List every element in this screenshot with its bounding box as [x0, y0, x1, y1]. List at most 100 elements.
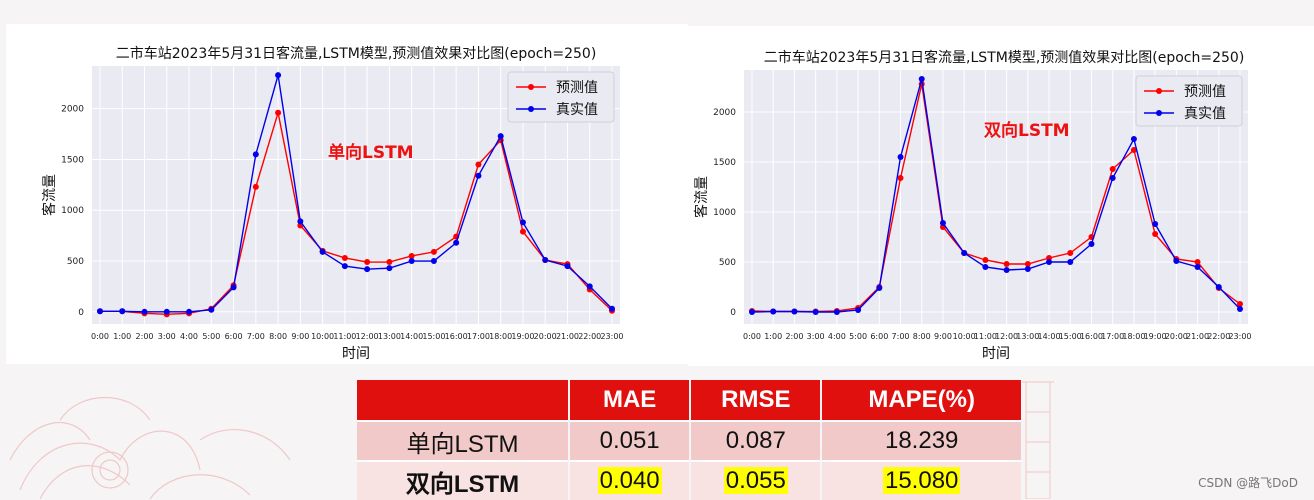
row-mae: 0.040 [597, 467, 662, 494]
legend-label: 预测值 [556, 80, 598, 96]
x-tick-label: 5:00 [202, 332, 220, 341]
model-annotation: 单向LSTM [328, 142, 414, 163]
data-point [497, 133, 504, 140]
data-point [364, 259, 371, 266]
y-tick-label: 500 [719, 258, 736, 268]
row-rmse: 0.087 [691, 422, 821, 462]
y-tick-label: 1000 [713, 208, 736, 218]
x-tick-label: 2:00 [136, 332, 154, 341]
x-tick-label: 1:00 [764, 332, 782, 341]
chart-unidirectional-lstm: 0 500 1000 1500 2000 0:00 1:00 2:00 3:00 4:00 5:00… [41, 45, 624, 362]
x-tick-label: 13:00 [378, 332, 401, 341]
data-point [855, 307, 862, 313]
y-tick-label: 0 [730, 308, 736, 318]
data-point [430, 248, 437, 255]
data-point [791, 308, 798, 315]
data-point [542, 257, 549, 264]
row-model-name: 双向LSTM [357, 462, 568, 500]
x-tick-label: 20:00 [1165, 332, 1188, 341]
x-tick-label: 4:00 [828, 332, 846, 341]
x-tick-label: 13:00 [1016, 332, 1039, 341]
table-row: 单向LSTM 0.051 0.087 18.239 [357, 422, 1021, 462]
x-tick-label: 10:00 [311, 332, 334, 341]
x-tick-label: 19:00 [1144, 332, 1167, 341]
x-tick-label: 9:00 [934, 332, 952, 341]
chart-panel-unidirectional: 0 500 1000 1500 2000 0:00 1:00 2:00 3:00 4:00 5:00… [6, 24, 688, 364]
data-point [1237, 301, 1243, 307]
row-mae-cell: 0.040 [570, 462, 690, 500]
data-point [918, 76, 925, 82]
x-tick-label: 22:00 [578, 332, 601, 341]
data-point [364, 266, 371, 273]
data-point [1109, 166, 1116, 172]
x-tick-label: 20:00 [534, 332, 557, 341]
row-model-name: 单向LSTM [357, 422, 568, 462]
x-tick-label: 0:00 [91, 332, 109, 341]
row-mape: 15.080 [882, 467, 961, 494]
x-tick-label: 23:00 [600, 332, 623, 341]
x-tick-label: 5:00 [849, 332, 867, 341]
data-point [1046, 259, 1053, 265]
data-point [208, 306, 215, 313]
x-tick-label: 21:00 [1186, 332, 1209, 341]
data-point [1024, 266, 1031, 272]
row-rmse: 0.055 [723, 467, 788, 494]
x-axis-label: 时间 [982, 346, 1010, 362]
x-tick-label: 7:00 [892, 332, 910, 341]
data-point [982, 257, 989, 263]
chart-panel-bidirectional: 0 500 1000 1500 2000 0:00 1:00 2:00 3:00 4:00 5:00… [688, 26, 1314, 366]
series-line-predicted [100, 112, 613, 316]
data-point [1130, 147, 1137, 153]
data-point [519, 228, 526, 235]
x-tick-label: 22:00 [1207, 332, 1230, 341]
x-tick-label: 1:00 [113, 332, 131, 341]
data-point [163, 308, 170, 315]
data-point [1109, 175, 1116, 181]
row-mape-cell: 15.080 [822, 462, 1021, 500]
data-point [749, 309, 755, 315]
data-point [1024, 261, 1031, 267]
data-point [770, 308, 777, 315]
metrics-header-blank [357, 380, 568, 422]
data-point [430, 258, 437, 265]
data-point [319, 248, 326, 255]
series-line-predicted [751, 83, 1241, 313]
data-point [1237, 306, 1243, 312]
y-tick-label: 2000 [61, 105, 84, 115]
x-tick-label: 10:00 [953, 332, 976, 341]
metrics-header-row: MAE RMSE MAPE(%) [357, 380, 1021, 422]
data-point [141, 308, 148, 315]
data-point [876, 285, 883, 291]
metrics-header-mae: MAE [570, 380, 690, 422]
x-tick-label: 18:00 [489, 332, 512, 341]
x-tick-label: 7:00 [247, 332, 265, 341]
watermark: CSDN @路飞DoD [1198, 476, 1298, 490]
y-tick-label: 0 [78, 308, 84, 318]
x-tick-label: 14:00 [400, 332, 423, 341]
row-rmse-cell: 0.055 [691, 462, 821, 500]
data-point [341, 263, 348, 270]
table-row: 双向LSTM 0.040 0.055 15.080 [357, 462, 1021, 500]
legend-label: 真实值 [556, 102, 598, 118]
metrics-header-rmse: RMSE [691, 380, 821, 422]
x-tick-label: 9:00 [291, 332, 309, 341]
data-point [609, 305, 615, 312]
metrics-header-mape: MAPE(%) [822, 380, 1021, 422]
data-point [1003, 261, 1010, 267]
x-tick-label: 3:00 [807, 332, 825, 341]
x-tick-label: 15:00 [422, 332, 445, 341]
data-point [812, 309, 819, 315]
y-tick-label: 2000 [713, 108, 736, 118]
series-line-actual [100, 74, 613, 313]
x-tick-label: 0:00 [743, 332, 761, 341]
data-point [408, 258, 415, 265]
metrics-table: MAE RMSE MAPE(%) 单向LSTM 0.051 0.087 18.2… [355, 380, 1023, 500]
x-tick-label: 17:00 [467, 332, 490, 341]
data-point [408, 252, 415, 259]
chart-title: 二市车站2023年5月31日客流量,LSTM模型,预测值效果对比图(epoch=… [764, 49, 1245, 66]
data-point [939, 220, 946, 226]
data-point [252, 151, 259, 158]
y-tick-label: 1500 [713, 158, 736, 168]
data-point [341, 254, 348, 261]
x-tick-label: 3:00 [158, 332, 176, 341]
